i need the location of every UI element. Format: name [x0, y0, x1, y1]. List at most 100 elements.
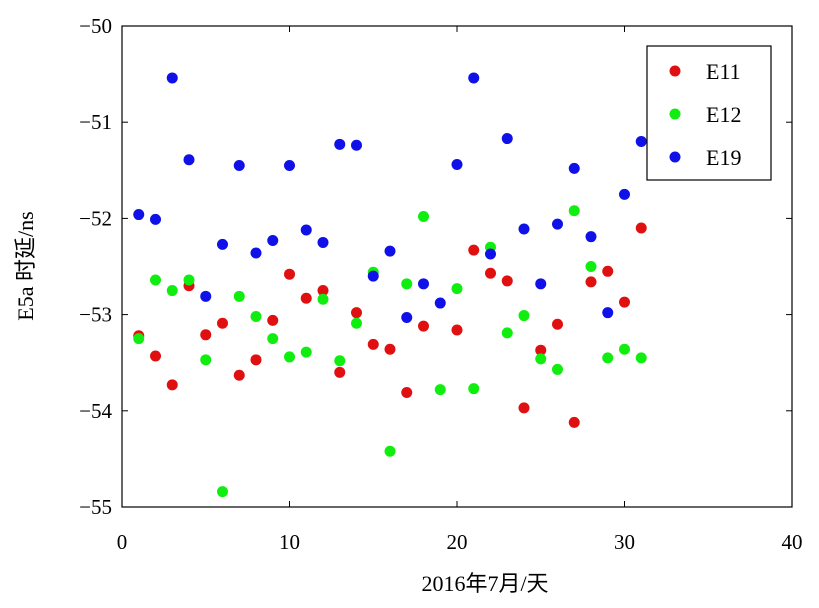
data-point — [351, 317, 362, 329]
data-point — [317, 236, 329, 248]
data-point — [418, 210, 429, 222]
data-point — [485, 267, 496, 279]
data-point — [451, 324, 463, 336]
x-tick-label: 30 — [614, 530, 635, 554]
data-point — [351, 307, 362, 319]
data-point — [418, 320, 429, 332]
data-point — [485, 248, 496, 260]
data-point — [552, 363, 563, 375]
data-point — [384, 445, 396, 457]
data-point — [250, 247, 262, 259]
axis-ticks: 0 10 20 30 40 −50 −51 −52 −53 −54 −55 — [79, 14, 802, 554]
x-tick-label: 40 — [782, 530, 803, 554]
data-point — [317, 285, 329, 297]
x-tick-label: 20 — [447, 530, 468, 554]
data-point — [619, 296, 630, 308]
data-point — [619, 188, 630, 200]
y-axis-title: E5a 时延/ns — [13, 211, 38, 320]
legend-label: E19 — [706, 145, 741, 170]
data-point — [635, 352, 647, 364]
data-point — [384, 343, 396, 355]
data-point — [535, 278, 547, 290]
data-point — [351, 139, 362, 151]
data-point — [635, 135, 647, 147]
data-point — [518, 310, 530, 322]
y-tick-label: −50 — [79, 14, 112, 38]
legend-label: E11 — [706, 59, 741, 84]
data-point — [602, 352, 614, 364]
data-point — [317, 293, 329, 305]
data-point — [367, 270, 379, 282]
data-point — [535, 353, 547, 365]
x-axis-title: 2016年7月/天 — [421, 571, 548, 596]
data-point — [568, 162, 580, 174]
data-point — [284, 351, 295, 363]
legend-label: E12 — [706, 102, 741, 127]
data-point — [200, 354, 212, 366]
legend: E11 E12 E19 — [646, 45, 772, 181]
data-point — [518, 223, 530, 235]
data-point — [568, 416, 580, 428]
data-point — [133, 209, 145, 221]
data-point — [401, 278, 413, 290]
data-point — [451, 159, 463, 171]
series-E11 — [133, 222, 647, 428]
data-point — [501, 327, 513, 339]
data-point — [166, 72, 178, 84]
data-point — [200, 290, 212, 302]
y-tick-label: −53 — [79, 303, 112, 327]
data-point — [300, 292, 312, 304]
data-point — [334, 366, 346, 378]
data-point — [267, 333, 279, 345]
legend-marker — [669, 151, 681, 163]
legend-marker — [669, 65, 681, 77]
data-point — [434, 384, 446, 396]
data-point — [535, 344, 547, 356]
data-point — [585, 276, 597, 288]
data-point — [602, 307, 614, 319]
data-point — [367, 338, 379, 350]
legend-box — [646, 45, 772, 181]
data-point — [501, 133, 513, 145]
data-point — [602, 265, 614, 277]
data-point — [150, 213, 161, 225]
data-point — [384, 245, 396, 257]
data-point — [150, 274, 161, 286]
data-point — [267, 235, 279, 247]
data-point — [434, 297, 446, 309]
data-point — [166, 285, 178, 297]
data-point — [552, 318, 563, 330]
x-tick-label: 0 — [117, 530, 128, 554]
data-point — [585, 261, 597, 272]
data-point — [250, 311, 262, 323]
data-point — [418, 278, 429, 290]
data-point — [267, 314, 279, 326]
data-point — [552, 218, 563, 230]
data-point — [300, 346, 312, 358]
data-point — [250, 354, 262, 366]
data-point — [568, 205, 580, 217]
data-point — [518, 402, 530, 414]
series-E19 — [133, 72, 647, 323]
data-point — [585, 231, 597, 243]
data-point — [619, 343, 630, 355]
data-point — [468, 244, 480, 256]
y-tick-label: −55 — [79, 495, 112, 519]
data-point — [217, 238, 228, 250]
data-point — [468, 72, 480, 84]
data-point — [217, 486, 228, 498]
y-tick-label: −52 — [79, 206, 112, 230]
data-point — [501, 275, 513, 287]
data-point — [284, 268, 295, 280]
x-tick-label: 10 — [279, 530, 300, 554]
data-point — [300, 224, 312, 236]
data-point — [334, 355, 346, 367]
data-point — [451, 283, 463, 295]
data-points — [133, 72, 647, 498]
data-point — [233, 159, 245, 171]
legend-items: E11 E12 E19 — [669, 59, 741, 170]
data-point — [183, 154, 195, 166]
data-point — [217, 317, 228, 329]
data-point — [284, 159, 295, 171]
